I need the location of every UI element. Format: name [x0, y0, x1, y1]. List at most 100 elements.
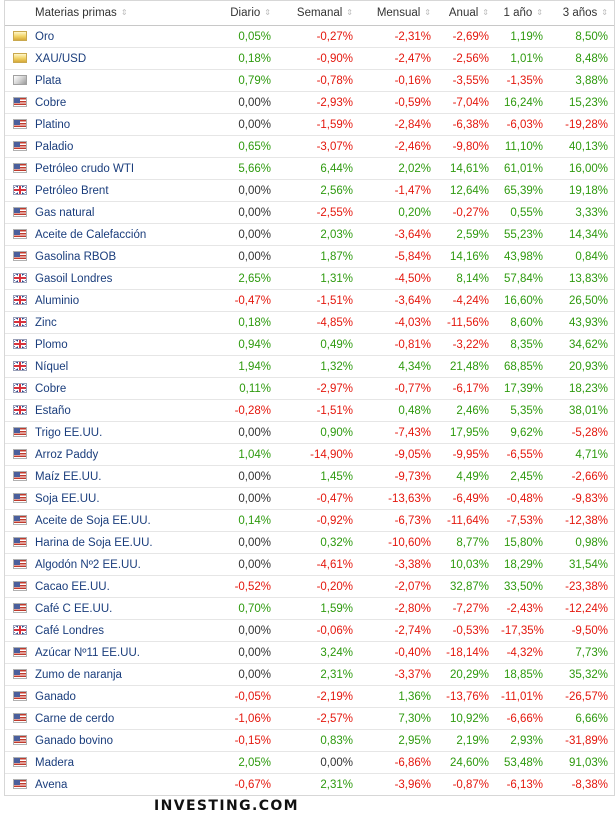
commodity-link[interactable]: Oro: [35, 30, 55, 43]
change-daily-cell: 0,94%: [215, 333, 277, 356]
commodity-link[interactable]: XAU/USD: [35, 52, 87, 65]
commodity-link[interactable]: Café Londres: [35, 624, 105, 637]
change-yearly-cell: -2,69%: [437, 25, 495, 48]
change-yearly-cell: -7,27%: [437, 597, 495, 620]
commodity-link[interactable]: Platino: [35, 118, 71, 131]
change-yearly-cell: -0,27%: [437, 201, 495, 224]
commodity-link[interactable]: Níquel: [35, 360, 69, 373]
commodity-link[interactable]: Ganado bovino: [35, 734, 114, 747]
change-daily-cell: 5,66%: [215, 157, 277, 180]
commodity-link[interactable]: Madera: [35, 756, 74, 769]
commodity-link[interactable]: Café C EE.UU.: [35, 602, 113, 615]
change-weekly-cell: 2,31%: [277, 663, 359, 686]
change-yearly-cell: -11,56%: [437, 311, 495, 334]
change-yearly-cell: -7,04%: [437, 91, 495, 114]
commodities-performance-table: Materias primas ⇕ Diario ⇕ Semanal ⇕ Mensual ⇕ A…: [5, 1, 614, 795]
uk-flag-icon: [13, 338, 27, 349]
sort-icon[interactable]: ⇕: [482, 7, 489, 17]
change-three-years-cell: 0,98%: [549, 531, 614, 554]
change-one-year-cell: -7,53%: [495, 509, 549, 532]
change-three-years-cell: 91,03%: [549, 751, 614, 774]
uk-flag-icon: [13, 624, 27, 635]
column-header-weekly[interactable]: Semanal ⇕: [277, 1, 359, 26]
column-header-one-year[interactable]: 1 año ⇕: [495, 1, 549, 26]
commodity-link[interactable]: Algodón Nº2 EE.UU.: [35, 558, 141, 571]
commodity-link[interactable]: Paladio: [35, 140, 74, 153]
commodity-cell: Carne de cerdo: [5, 707, 215, 730]
table-row: Gasolina RBOB 0,00% 1,87% -5,84% 14,16% 43,98…: [5, 245, 614, 268]
change-daily-cell: 0,00%: [215, 487, 277, 510]
change-monthly-cell: -2,31%: [359, 25, 437, 48]
sort-icon[interactable]: ⇕: [601, 7, 608, 17]
us-flag-icon: [13, 646, 27, 657]
commodity-link[interactable]: Trigo EE.UU.: [35, 426, 103, 439]
commodity-link[interactable]: Maíz EE.UU.: [35, 470, 102, 483]
change-three-years-cell: 15,23%: [549, 91, 614, 114]
sort-icon[interactable]: ⇕: [536, 7, 543, 17]
column-header-daily[interactable]: Diario ⇕: [215, 1, 277, 26]
table-row: Plomo 0,94% 0,49% -0,81% -3,22% 8,35% 34,62%: [5, 333, 614, 356]
commodity-link[interactable]: Aceite de Soja EE.UU.: [35, 514, 151, 527]
change-daily-cell: 0,00%: [215, 91, 277, 114]
table-row: Aceite de Soja EE.UU. 0,14% -0,92% -6,73% -1…: [5, 509, 614, 532]
change-weekly-cell: -1,59%: [277, 113, 359, 136]
column-header-commodity[interactable]: Materias primas ⇕: [5, 1, 215, 26]
change-monthly-cell: -5,84%: [359, 245, 437, 268]
commodity-link[interactable]: Arroz Paddy: [35, 448, 99, 461]
commodity-link[interactable]: Azúcar Nº11 EE.UU.: [35, 646, 140, 659]
change-yearly-cell: 32,87%: [437, 575, 495, 598]
change-yearly-cell: -6,17%: [437, 377, 495, 400]
commodity-link[interactable]: Aluminio: [35, 294, 80, 307]
change-one-year-cell: 53,48%: [495, 751, 549, 774]
column-header-label: Mensual: [376, 7, 421, 19]
commodity-link[interactable]: Petróleo Brent: [35, 184, 109, 197]
sort-icon[interactable]: ⇕: [424, 7, 431, 17]
column-header-monthly[interactable]: Mensual ⇕: [359, 1, 437, 26]
commodity-link[interactable]: Aceite de Calefacción: [35, 228, 147, 241]
commodity-cell: Maíz EE.UU.: [5, 465, 215, 488]
commodity-link[interactable]: Zumo de naranja: [35, 668, 122, 681]
uk-flag-icon: [13, 294, 27, 305]
change-weekly-cell: 0,90%: [277, 421, 359, 444]
change-monthly-cell: 2,95%: [359, 729, 437, 752]
commodity-link[interactable]: Ganado: [35, 690, 76, 703]
commodity-link[interactable]: Harina de Soja EE.UU.: [35, 536, 153, 549]
us-flag-icon: [13, 96, 27, 107]
change-one-year-cell: -1,35%: [495, 69, 549, 92]
commodity-link[interactable]: Gasolina RBOB: [35, 250, 117, 263]
commodity-link[interactable]: Carne de cerdo: [35, 712, 115, 725]
change-one-year-cell: -6,13%: [506, 778, 543, 791]
commodity-link[interactable]: Avena: [35, 778, 68, 791]
sort-icon[interactable]: ⇕: [346, 7, 353, 17]
table-row: Zinc 0,18% -4,85% -4,03% -11,56% 8,60% 43,93%: [5, 311, 614, 334]
commodity-link[interactable]: Plata: [35, 74, 62, 87]
commodity-link[interactable]: Petróleo crudo WTI: [35, 162, 135, 175]
commodity-link[interactable]: Plomo: [35, 338, 68, 351]
commodity-cell: Avena: [5, 774, 215, 796]
commodity-link[interactable]: Estaño: [35, 404, 71, 417]
commodity-link[interactable]: Zinc: [35, 316, 57, 329]
commodity-cell: Ganado: [5, 685, 215, 708]
table-row: Oro 0,05% -0,27% -2,31% -2,69% 1,19% 8,50%: [5, 25, 614, 48]
change-yearly-cell: 10,92%: [437, 707, 495, 730]
us-flag-icon: [13, 756, 27, 767]
commodity-link[interactable]: Cobre: [35, 96, 67, 109]
commodity-link[interactable]: Gasoil Londres: [35, 272, 113, 285]
change-three-years-cell: 13,83%: [549, 267, 614, 290]
sort-icon[interactable]: ⇕: [264, 7, 271, 17]
change-weekly-cell: -0,92%: [277, 509, 359, 532]
commodity-link[interactable]: Soja EE.UU.: [35, 492, 100, 505]
sort-icon[interactable]: ⇕: [120, 7, 128, 17]
table-row: Gas natural 0,00% -2,55% 0,20% -0,27% 0,55% 3,…: [5, 201, 614, 224]
commodity-link[interactable]: Cobre: [35, 382, 67, 395]
change-weekly-cell: -2,93%: [277, 91, 359, 114]
commodity-link[interactable]: Gas natural: [35, 206, 95, 219]
column-header-yearly[interactable]: Anual ⇕: [437, 1, 495, 26]
column-header-three-years[interactable]: 3 años ⇕: [549, 1, 614, 26]
change-monthly-cell: -2,07%: [359, 575, 437, 598]
change-daily-cell: 0,00%: [215, 553, 277, 576]
investing-logo[interactable]: INVESTING.COM: [154, 798, 299, 814]
commodity-link[interactable]: Cacao EE.UU.: [35, 580, 110, 593]
change-one-year-cell: 5,35%: [495, 399, 549, 422]
change-yearly-cell: 8,14%: [437, 267, 495, 290]
